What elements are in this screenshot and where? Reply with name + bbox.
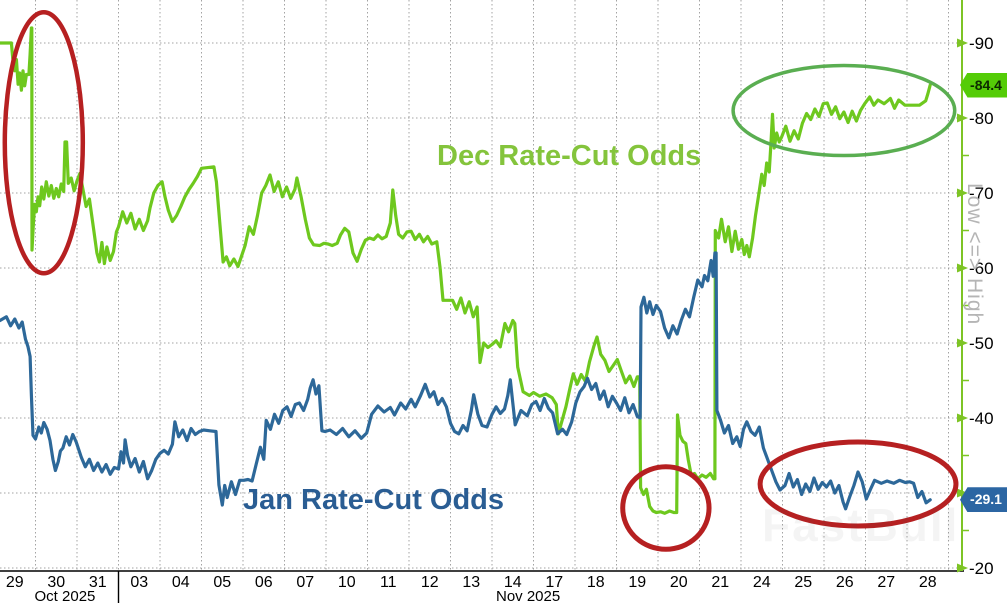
- jan-series-label: Jan Rate-Cut Odds: [243, 484, 505, 516]
- x-tick-label: 03: [130, 574, 148, 591]
- x-tick-label: 31: [89, 574, 107, 591]
- y-tick-label: -80: [969, 109, 994, 128]
- jan-odds-line: [0, 251, 932, 511]
- x-tick-label: 17: [545, 574, 563, 591]
- red-highlight-ellipse: [757, 439, 959, 529]
- tick-arrow-icon: [957, 488, 968, 498]
- green-highlight-ellipse: [731, 63, 957, 158]
- x-tick-label: 24: [753, 574, 771, 591]
- dec-series-label: Dec Rate-Cut Odds: [437, 140, 702, 172]
- tick-arrow-icon: [957, 563, 968, 573]
- dec-odds-line: [0, 26, 932, 515]
- low-high-axis-caption: Low <=> High: [963, 183, 986, 326]
- x-tick-label: 30: [47, 574, 65, 591]
- y-tick-label: -40: [969, 409, 994, 428]
- y-tick-label: -20: [969, 559, 994, 578]
- x-tick-label: 21: [711, 574, 729, 591]
- x-tick-label: 18: [587, 574, 605, 591]
- x-tick-label: 29: [6, 574, 24, 591]
- tick-arrow-icon: [957, 413, 968, 423]
- dec-last-value-badge: -84.4: [960, 72, 1007, 98]
- month-label: Oct 2025: [35, 588, 96, 603]
- x-tick-label: 04: [172, 574, 190, 591]
- red-highlight-ellipse: [620, 464, 712, 552]
- tick-arrow-icon: [957, 113, 968, 123]
- tick-arrow-icon: [957, 338, 968, 348]
- x-tick-label: 12: [421, 574, 439, 591]
- y-tick-label: -70: [969, 184, 994, 203]
- tick-arrow-icon: [957, 38, 968, 48]
- red-highlight-ellipse: [2, 10, 86, 276]
- y-tick-label: -90: [969, 34, 994, 53]
- x-tick-label: 07: [296, 574, 314, 591]
- y-tick-label: -60: [969, 259, 994, 278]
- x-tick-label: 28: [919, 574, 937, 591]
- tick-arrow-icon: [957, 188, 968, 198]
- x-tick-label: 05: [213, 574, 231, 591]
- jan-last-value-badge: -29.1: [960, 487, 1007, 513]
- x-tick-label: 06: [255, 574, 273, 591]
- x-tick-label: 14: [504, 574, 522, 591]
- month-label: Nov 2025: [496, 588, 560, 603]
- x-tick-label: 26: [836, 574, 854, 591]
- x-tick-label: 19: [628, 574, 646, 591]
- x-tick-label: 27: [877, 574, 895, 591]
- tick-arrow-icon: [957, 263, 968, 273]
- x-tick-label: 10: [338, 574, 356, 591]
- x-tick-label: 20: [670, 574, 688, 591]
- watermark: FastBull: [762, 499, 960, 551]
- x-tick-label: 11: [380, 574, 397, 591]
- x-tick-label: 25: [794, 574, 812, 591]
- y-tick-label: -50: [969, 334, 994, 353]
- x-tick-label: 13: [462, 574, 480, 591]
